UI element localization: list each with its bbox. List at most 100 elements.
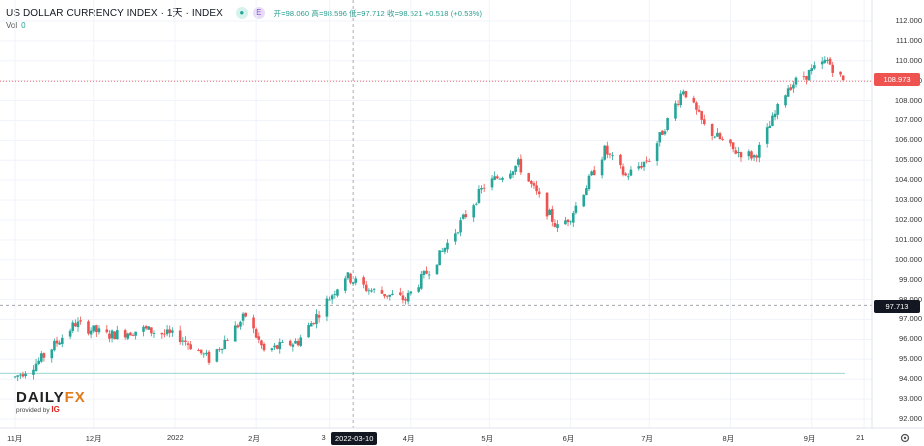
- candle: [626, 173, 630, 181]
- price-tick-label: 99.000: [899, 274, 922, 284]
- candle-body: [684, 91, 688, 98]
- candle: [786, 84, 790, 97]
- candle-body: [425, 270, 428, 274]
- candle-body: [700, 111, 703, 120]
- symbol-title[interactable]: US DOLLAR CURRENCY INDEX · 1天 · INDEX: [6, 8, 223, 19]
- candle-body: [42, 353, 46, 358]
- candle-body: [288, 340, 292, 346]
- candle: [446, 239, 449, 253]
- candle-body: [498, 178, 502, 180]
- candle-body: [446, 242, 449, 250]
- candle: [309, 320, 313, 327]
- exchange-badge[interactable]: E: [252, 7, 265, 20]
- candle-body: [427, 274, 431, 276]
- candle: [364, 280, 368, 293]
- time-tick-label: 2月: [248, 434, 260, 443]
- candle: [42, 352, 46, 362]
- candle: [328, 296, 331, 301]
- candle: [435, 264, 439, 276]
- candle-body: [189, 344, 192, 350]
- candle-body: [435, 264, 439, 275]
- candle: [307, 322, 310, 338]
- time-tick-label: 12月: [85, 434, 102, 443]
- candle: [606, 141, 609, 159]
- candle-body: [343, 278, 347, 291]
- candle-body: [165, 329, 169, 335]
- candle: [87, 319, 90, 336]
- candle: [186, 341, 190, 350]
- candle: [422, 269, 426, 279]
- candle: [241, 311, 245, 326]
- candle-body: [239, 321, 242, 327]
- price-tick-label: 98.000: [874, 295, 922, 304]
- candle-body: [346, 272, 350, 279]
- candle: [771, 112, 774, 127]
- candle-body: [241, 313, 245, 321]
- candle-body: [226, 340, 229, 342]
- candle-body: [215, 349, 219, 362]
- candle-body: [144, 326, 148, 329]
- volume-label: Vol: [6, 21, 18, 30]
- candle: [184, 336, 187, 346]
- candle-body: [181, 340, 185, 342]
- candle: [477, 185, 481, 204]
- candle-body: [810, 68, 814, 72]
- candle: [682, 89, 685, 96]
- candle-body: [501, 177, 504, 180]
- candle: [123, 328, 127, 340]
- price-tick-label: 111.000: [896, 35, 922, 45]
- candle: [700, 110, 703, 125]
- candle: [692, 95, 696, 104]
- candle-body: [260, 340, 263, 346]
- candle: [548, 208, 551, 216]
- candle-body: [244, 312, 248, 317]
- candle: [750, 150, 753, 161]
- candle-body: [55, 340, 59, 344]
- candle: [642, 161, 646, 171]
- candle-body: [53, 340, 56, 351]
- candle: [220, 348, 224, 354]
- candle-body: [606, 145, 609, 155]
- candle: [270, 347, 274, 352]
- candle: [820, 57, 824, 70]
- candle-body: [419, 274, 423, 289]
- candle: [425, 266, 428, 275]
- candle: [76, 317, 80, 332]
- candle-body: [380, 290, 384, 294]
- candle-body: [729, 139, 732, 144]
- candle: [773, 109, 777, 121]
- candle: [768, 120, 772, 129]
- chart-header: US DOLLAR CURRENCY INDEX · 1天 · INDEX ● …: [6, 4, 482, 20]
- candle: [511, 170, 515, 178]
- candle: [765, 123, 769, 148]
- price-tick-label: 95.000: [899, 354, 922, 364]
- candle: [336, 288, 339, 298]
- candle: [74, 319, 77, 328]
- candle: [826, 57, 829, 64]
- candle: [129, 331, 132, 336]
- candle: [95, 324, 98, 338]
- price-tick-label: 101.000: [894, 234, 922, 244]
- candle: [674, 100, 677, 122]
- candle: [813, 61, 816, 70]
- candle: [362, 275, 365, 289]
- candle: [178, 325, 182, 345]
- candle: [218, 347, 221, 353]
- candle-body: [574, 205, 578, 213]
- candle: [493, 171, 496, 181]
- candle-body: [129, 332, 132, 336]
- candle: [409, 290, 413, 296]
- price-tick-label: 110.000: [895, 55, 922, 65]
- candle-body: [207, 351, 211, 363]
- price-tick-label: 96.000: [899, 334, 922, 344]
- candle-body: [60, 337, 64, 345]
- settings-gear-icon[interactable]: [900, 433, 910, 443]
- candle-body: [710, 123, 714, 136]
- candle: [419, 271, 423, 290]
- candle: [619, 153, 622, 169]
- candle-body: [50, 349, 54, 359]
- candle: [199, 349, 203, 356]
- candle-body: [553, 223, 557, 227]
- candle: [60, 334, 64, 348]
